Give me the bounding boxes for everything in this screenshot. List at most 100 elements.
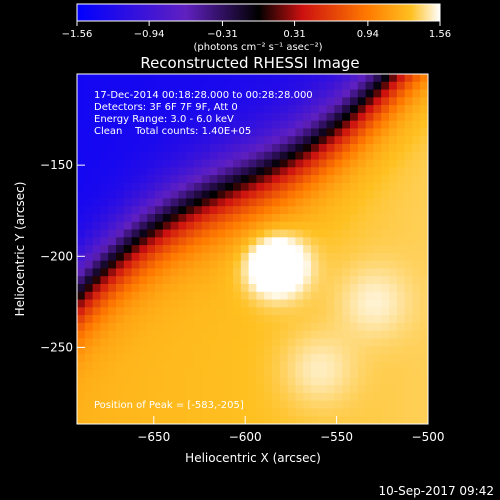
- heatmap-cell: [84, 151, 93, 160]
- heatmap-cell: [92, 81, 101, 90]
- heatmap-cell: [139, 354, 148, 363]
- heatmap-cell: [240, 252, 249, 262]
- heatmap-cell: [162, 245, 171, 254]
- heatmap-cell: [186, 214, 195, 223]
- heatmap-cell: [170, 291, 179, 300]
- heatmap-cell: [233, 81, 242, 90]
- heatmap-cell: [256, 268, 265, 277]
- heatmap-cell: [155, 167, 164, 176]
- heatmap-cell: [326, 198, 335, 207]
- heatmap-cell: [233, 144, 242, 153]
- heatmap-cell: [147, 245, 156, 254]
- heatmap-cell: [225, 214, 234, 223]
- heatmap-cell: [170, 182, 179, 192]
- heatmap-cell: [162, 112, 171, 122]
- heatmap-cell: [170, 105, 179, 114]
- heatmap-cell: [92, 416, 101, 425]
- heatmap-cell: [178, 237, 187, 246]
- heatmap-cell: [342, 377, 351, 386]
- heatmap-cell: [147, 151, 156, 160]
- heatmap-cell: [248, 144, 257, 153]
- heatmap-cell: [155, 276, 164, 285]
- heatmap-cell: [412, 105, 421, 114]
- heatmap-cell: [420, 175, 429, 184]
- heatmap-cell: [240, 330, 249, 339]
- heatmap-cell: [350, 354, 359, 363]
- heatmap-cell: [201, 190, 210, 199]
- heatmap-cell: [279, 97, 288, 106]
- heatmap-cell: [201, 346, 210, 355]
- heatmap-cell: [248, 291, 257, 300]
- heatmap-cell: [303, 182, 312, 192]
- heatmap-cell: [92, 245, 101, 254]
- heatmap-cell: [186, 361, 195, 370]
- heatmap-cell: [84, 400, 93, 409]
- heatmap-cell: [365, 182, 374, 192]
- heatmap-cell: [311, 245, 320, 254]
- heatmap-cell: [389, 89, 398, 98]
- heatmap-cell: [194, 354, 203, 363]
- heatmap-cell: [100, 291, 109, 300]
- heatmap-cell: [373, 144, 382, 153]
- heatmap-cell: [186, 307, 195, 316]
- heatmap-cell: [412, 385, 421, 394]
- heatmap-cell: [116, 330, 125, 339]
- heatmap-cell: [108, 245, 117, 254]
- colorbar-tick-label: 1.56: [429, 29, 451, 40]
- heatmap-cell: [201, 392, 210, 402]
- heatmap-cell: [264, 276, 273, 285]
- heatmap-cell: [217, 268, 226, 277]
- heatmap-cell: [201, 322, 210, 332]
- heatmap-cell: [272, 175, 281, 184]
- heatmap-cell: [420, 338, 429, 347]
- heatmap-cell: [264, 128, 273, 137]
- heatmap-cell: [209, 416, 218, 425]
- heatmap-cell: [100, 151, 109, 160]
- heatmap-cell: [373, 237, 382, 246]
- heatmap-cell: [412, 392, 421, 402]
- heatmap-cell: [264, 307, 273, 316]
- heatmap-cell: [381, 338, 390, 347]
- heatmap-cell: [264, 330, 273, 339]
- heatmap-cell: [162, 260, 171, 269]
- heatmap-cell: [396, 260, 405, 269]
- heatmap-cell: [240, 385, 249, 394]
- heatmap-cell: [100, 284, 109, 293]
- heatmap-cell: [396, 120, 405, 129]
- heatmap-cell: [147, 105, 156, 114]
- heatmap-cell: [77, 416, 86, 425]
- heatmap-cell: [272, 221, 281, 230]
- heatmap-cell: [248, 338, 257, 347]
- heatmap-cell: [412, 252, 421, 262]
- heatmap-cell: [365, 198, 374, 207]
- heatmap-cell: [194, 97, 203, 106]
- heatmap-cell: [170, 307, 179, 316]
- heatmap-cell: [92, 307, 101, 316]
- heatmap-cell: [155, 245, 164, 254]
- heatmap-cell: [233, 221, 242, 230]
- heatmap-cell: [139, 307, 148, 316]
- heatmap-cell: [139, 120, 148, 129]
- heatmap-cell: [326, 159, 335, 168]
- heatmap-cell: [84, 322, 93, 332]
- heatmap-cell: [123, 159, 132, 168]
- heatmap-cell: [77, 128, 86, 137]
- heatmap-cell: [357, 81, 366, 90]
- heatmap-cell: [373, 385, 382, 394]
- heatmap-cell: [326, 112, 335, 122]
- heatmap-cell: [389, 392, 398, 402]
- heatmap-cell: [272, 81, 281, 90]
- heatmap-cell: [225, 81, 234, 90]
- heatmap-cell: [100, 81, 109, 90]
- heatmap-cell: [131, 237, 140, 246]
- heatmap-cell: [287, 190, 296, 199]
- heatmap-cell: [162, 105, 171, 114]
- heatmap-cell: [279, 299, 288, 308]
- heatmap-cell: [84, 198, 93, 207]
- heatmap-cell: [240, 338, 249, 347]
- heatmap-cell: [326, 416, 335, 425]
- heatmap-cell: [342, 392, 351, 402]
- heatmap-cell: [155, 151, 164, 160]
- heatmap-cell: [131, 229, 140, 238]
- heatmap-cell: [264, 268, 273, 277]
